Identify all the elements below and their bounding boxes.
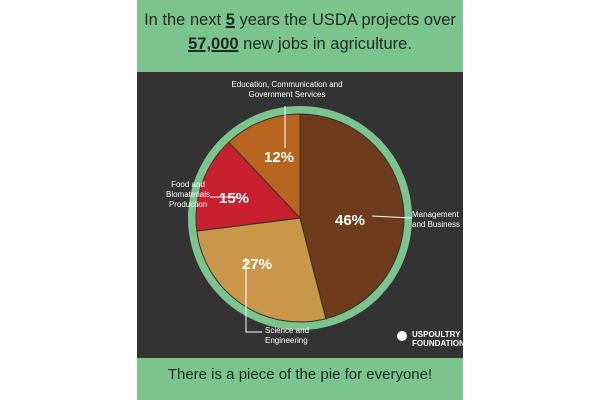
title-highlight: 57,000 — [188, 35, 239, 53]
title-highlight: 5 — [225, 11, 235, 29]
value-label: 15% — [219, 190, 249, 207]
logo-text: USPOULTRY — [412, 330, 461, 339]
title-text: In the next — [144, 11, 226, 29]
pie-slice — [299, 113, 405, 320]
title: In the next 5 years the USDA projects ov… — [137, 8, 463, 56]
logo-icon — [397, 331, 407, 341]
value-label: 12% — [264, 149, 294, 166]
header-band — [137, 0, 463, 72]
category-label: Education, Communication and Government … — [231, 80, 343, 99]
title-text: new jobs in agriculture. — [238, 35, 412, 53]
pie-slice — [228, 113, 301, 220]
pie-slice — [196, 217, 327, 323]
value-label: 46% — [335, 212, 365, 229]
footer: There is a piece of the pie for everyone… — [167, 366, 433, 383]
footer-band — [137, 358, 463, 400]
category-label: Management and Business — [412, 210, 461, 229]
category-label: Science and Engineering — [265, 326, 310, 345]
title-text: years the USDA projects over — [234, 11, 456, 29]
pie-slice — [195, 141, 302, 232]
category-label: Food and Biomaterials Production — [165, 180, 210, 209]
logo-text: FOUNDATION — [412, 339, 465, 348]
leader-lines — [210, 106, 413, 333]
value-label: 27% — [242, 256, 272, 273]
pie — [195, 113, 405, 323]
leader-line — [245, 258, 262, 333]
logo: USPOULTRY FOUNDATION — [412, 330, 465, 348]
leader-line — [371, 215, 413, 219]
